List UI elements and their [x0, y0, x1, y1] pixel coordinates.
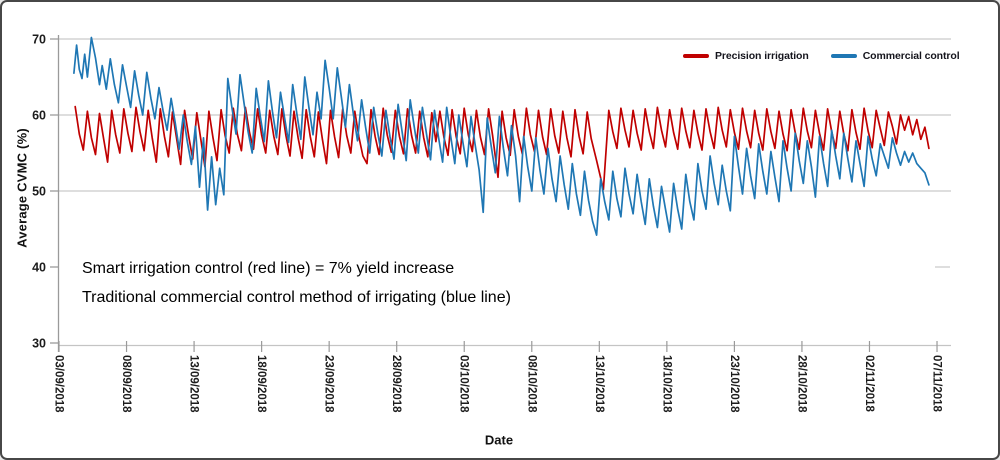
x-tick-label: 13/09/2018: [188, 355, 200, 413]
legend-label-precision: Precision irrigation: [715, 50, 809, 62]
y-tick-label: 70: [32, 33, 46, 47]
x-tick-label: 28/09/2018: [390, 355, 402, 413]
commercial-line-swatch-icon: [830, 54, 857, 58]
annotation-line-1: Smart irrigation control (red line) = 7%…: [82, 260, 455, 277]
x-tick-label: 23/09/2018: [323, 355, 335, 413]
annotation-line-2: Traditional commercial control method of…: [82, 289, 511, 306]
x-tick-label: 18/10/2018: [660, 355, 672, 413]
legend-label-commercial: Commercial control: [862, 50, 960, 62]
y-tick-label: 60: [32, 109, 46, 123]
x-tick-label: 08/09/2018: [120, 355, 132, 413]
x-tick-label: 23/10/2018: [728, 355, 740, 413]
legend-item-commercial: Commercial control: [830, 50, 960, 62]
legend: Precision irrigation Commercial control: [683, 50, 960, 62]
x-axis-title: Date: [484, 432, 514, 448]
legend-item-precision: Precision irrigation: [683, 50, 809, 62]
x-tick-label: 28/10/2018: [795, 355, 807, 413]
x-tick-label: 07/11/2018: [931, 355, 943, 413]
x-tick-label: 08/10/2018: [525, 355, 537, 413]
series-line-precision: [74, 105, 930, 191]
series-line-commercial: [73, 36, 930, 236]
annotation-text: Smart irrigation control (red line) = 7%…: [82, 254, 517, 312]
x-tick-label: 13/10/2018: [593, 355, 605, 413]
x-tick-label: 03/09/2018: [53, 355, 65, 413]
y-tick-label: 40: [32, 261, 46, 275]
x-tick-label: 18/09/2018: [255, 355, 267, 413]
x-tick-label: 03/10/2018: [458, 355, 470, 413]
y-tick-label: 50: [32, 185, 46, 199]
y-tick-label: 30: [32, 337, 46, 351]
precision-line-swatch-icon: [683, 54, 709, 58]
x-tick-label: 02/11/2018: [863, 355, 875, 413]
y-axis-title: Average CVMC (%): [14, 128, 30, 248]
